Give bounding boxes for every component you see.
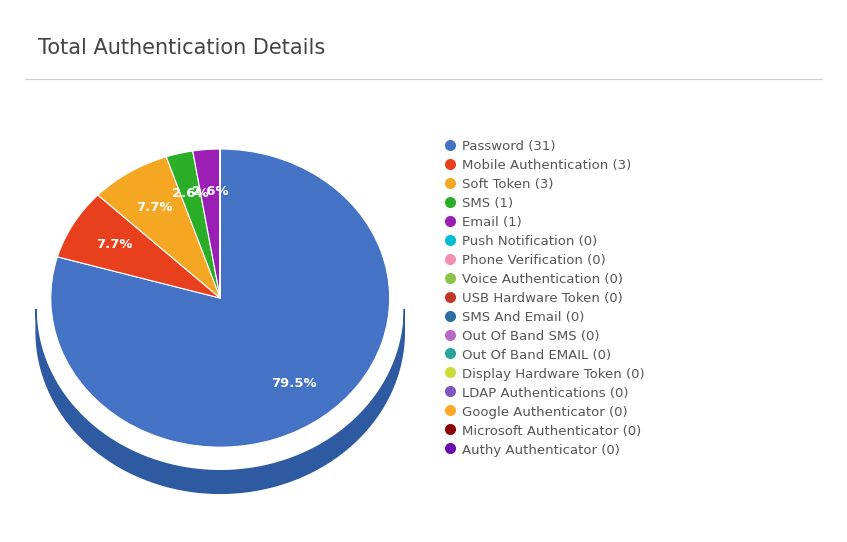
Polygon shape (36, 309, 404, 493)
Wedge shape (98, 157, 220, 298)
Legend: Password (31), Mobile Authentication (3), Soft Token (3), SMS (1), Email (1), Pu: Password (31), Mobile Authentication (3)… (447, 140, 645, 456)
Text: 2.6%: 2.6% (192, 185, 229, 198)
Text: 79.5%: 79.5% (271, 377, 317, 390)
Wedge shape (51, 149, 390, 447)
Wedge shape (193, 149, 220, 298)
Text: 7.7%: 7.7% (136, 201, 173, 214)
Text: Total Authentication Details: Total Authentication Details (38, 38, 325, 58)
Wedge shape (58, 195, 220, 298)
Text: 2.6%: 2.6% (173, 188, 209, 201)
Wedge shape (166, 151, 220, 298)
Text: 7.7%: 7.7% (97, 238, 133, 251)
